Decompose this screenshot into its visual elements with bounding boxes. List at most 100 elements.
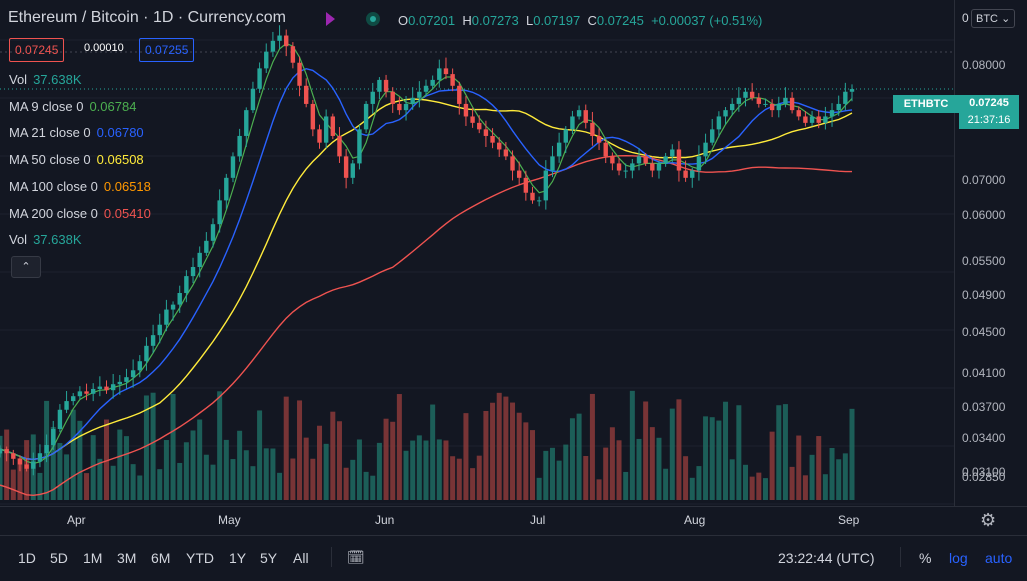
volume-bar <box>683 456 689 500</box>
timeframe-button[interactable]: 1Y <box>229 550 247 566</box>
price-axis[interactable] <box>954 0 1027 506</box>
candle-body <box>716 116 722 130</box>
buy-button[interactable]: 0.07255 <box>139 38 195 62</box>
volume-bar <box>589 393 595 500</box>
candle-body <box>31 461 36 469</box>
volume-bar <box>190 430 196 500</box>
flag-icon[interactable] <box>326 12 335 26</box>
volume-bar <box>736 405 742 500</box>
timeframe-button[interactable]: All <box>293 550 309 566</box>
auto-toggle[interactable]: auto <box>985 550 1013 566</box>
price-tick-label: 0.04100 <box>962 366 1006 380</box>
date-range-icon[interactable]: 🗓 <box>347 549 365 565</box>
volume-bar <box>616 440 622 500</box>
symbol-title[interactable]: Ethereum / Bitcoin · 1D · Currency.com <box>8 9 287 26</box>
volume-bar <box>443 440 449 500</box>
volume-bar <box>536 477 542 500</box>
volume-bar <box>283 396 289 500</box>
candle-body <box>543 170 549 201</box>
volume-bar <box>423 440 429 500</box>
volume-bar <box>263 448 269 500</box>
volume-bar <box>70 409 76 500</box>
candle-body <box>463 103 469 117</box>
volume-bar <box>569 418 575 500</box>
indicator-label: MA 50 close 0 <box>9 152 91 168</box>
timeframe-button[interactable]: 6M <box>151 550 171 566</box>
candle-body <box>37 453 43 462</box>
indicator-legend-row[interactable]: MA 21 close 0 0.06780 <box>9 125 144 140</box>
log-toggle[interactable]: log <box>949 550 968 566</box>
candle-body <box>110 384 116 391</box>
volume-bar <box>822 474 828 500</box>
timeframe-button[interactable]: 1M <box>83 550 103 566</box>
candle-body <box>536 200 542 202</box>
candle-body <box>550 156 555 171</box>
candle-body <box>44 444 49 454</box>
currency-select[interactable]: BTC ⌄ <box>971 9 1015 28</box>
timeframe-button[interactable]: 1D <box>18 550 36 566</box>
volume-bar <box>503 396 509 500</box>
volume-bar <box>97 458 103 500</box>
volume-bar <box>583 455 589 500</box>
collapse-legend-button[interactable]: ⌃ <box>11 256 41 278</box>
volume-bar <box>530 430 535 500</box>
candle-body <box>310 103 316 130</box>
indicator-value: 0.05410 <box>103 205 151 221</box>
candle-body <box>823 116 828 123</box>
indicator-legend-row[interactable]: MA 100 close 0 0.06518 <box>9 179 151 194</box>
candle-body <box>530 192 535 201</box>
price-tick-label: 0.08000 <box>962 58 1006 72</box>
timeframe-button[interactable]: 5D <box>50 550 68 566</box>
candle-body <box>510 156 515 171</box>
timeframe-button[interactable]: 5Y <box>260 550 278 566</box>
time-tick-label: Apr <box>67 513 86 527</box>
volume-bar <box>556 460 562 500</box>
candle-body <box>4 449 9 454</box>
percent-toggle[interactable]: % <box>919 550 932 566</box>
candle-body <box>583 110 588 123</box>
volume-bar <box>656 437 662 500</box>
candle-body <box>323 116 329 143</box>
candle-body <box>636 156 642 164</box>
indicator-legend-row[interactable]: Vol 37.638K <box>9 72 82 87</box>
volume-bar <box>816 436 822 500</box>
indicator-legend-row[interactable]: MA 9 close 0 0.06784 <box>9 99 136 114</box>
candle-body <box>516 170 522 178</box>
volume-bar <box>270 448 276 500</box>
volume-bar <box>157 469 163 500</box>
volume-bar <box>563 444 569 500</box>
indicator-legend-row[interactable]: Vol 37.638K <box>9 232 82 247</box>
candle-body <box>623 170 628 172</box>
volume-bar <box>430 404 436 500</box>
volume-bar <box>37 472 43 500</box>
spread-value: 0.00010 <box>84 42 124 54</box>
volume-bar <box>676 399 682 500</box>
candle-body <box>184 276 189 293</box>
indicator-value: 37.638K <box>33 232 82 248</box>
candle-body <box>297 62 302 86</box>
timeframe-button[interactable]: 3M <box>117 550 137 566</box>
indicator-label: MA 200 close 0 <box>9 205 98 221</box>
candle-body <box>170 304 176 310</box>
volume-bar <box>849 408 855 500</box>
volume-bar <box>516 412 522 500</box>
volume-bar <box>370 475 376 500</box>
volume-bar <box>643 401 649 500</box>
candle-body <box>370 91 375 104</box>
candle-body <box>230 156 236 178</box>
volume-bar <box>90 435 96 500</box>
candle-body <box>663 156 668 164</box>
utc-clock[interactable]: 23:22:44 (UTC) <box>778 550 875 566</box>
indicator-legend-row[interactable]: MA 200 close 0 0.05410 <box>9 206 151 221</box>
volume-bar <box>756 472 762 500</box>
sell-button[interactable]: 0.07245 <box>9 38 65 62</box>
volume-bar <box>396 394 402 500</box>
volume-bar <box>390 421 396 500</box>
indicator-legend-row[interactable]: MA 50 close 0 0.06508 <box>9 152 144 167</box>
volume-bar <box>490 402 496 500</box>
timeframe-button[interactable]: YTD <box>186 550 214 566</box>
volume-bar <box>842 453 848 500</box>
settings-gear-icon[interactable]: ⚙ <box>980 510 997 530</box>
volume-bar <box>496 392 502 500</box>
